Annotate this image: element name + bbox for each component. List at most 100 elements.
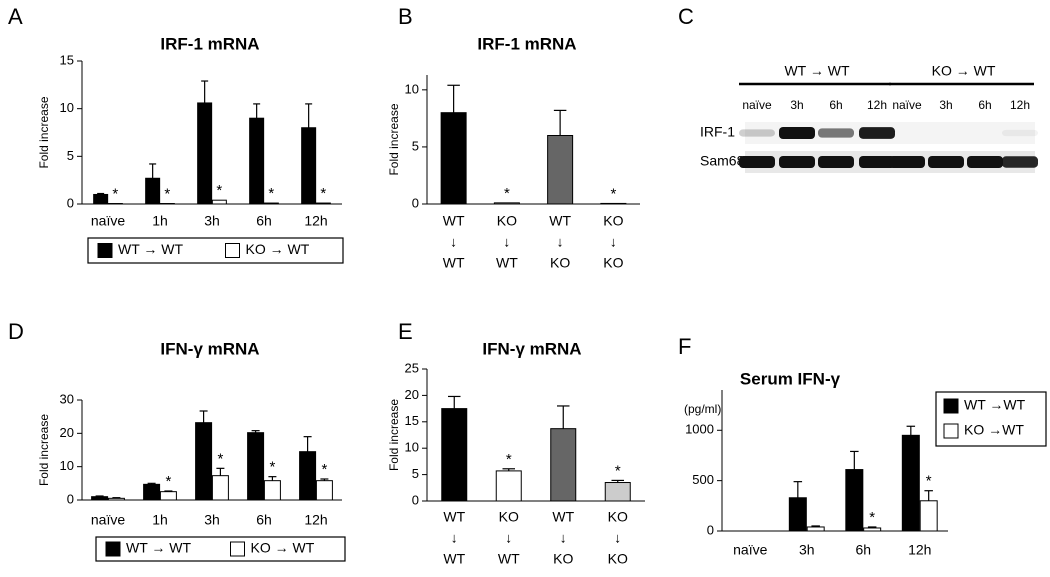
y-tick-label: 10 bbox=[405, 81, 419, 96]
bar bbox=[195, 422, 213, 501]
y-tick-label: 20 bbox=[405, 387, 419, 402]
x-tick-label: KO bbox=[499, 509, 519, 525]
bar bbox=[143, 483, 161, 501]
legend-label: WT →WT bbox=[964, 397, 1026, 413]
x-tick-label: WT bbox=[496, 255, 518, 271]
chart-title: IFN-γ mRNA bbox=[482, 339, 581, 358]
bar bbox=[211, 199, 227, 205]
lane-label: 12h bbox=[1010, 98, 1030, 112]
bar bbox=[901, 434, 920, 532]
x-tick-label: 6h bbox=[855, 542, 871, 558]
x-tick-label: ↓ bbox=[560, 530, 567, 546]
y-tick-label: 0 bbox=[67, 491, 74, 506]
bar bbox=[440, 112, 467, 205]
bar bbox=[495, 470, 522, 502]
group-label: WT → WT bbox=[784, 63, 850, 79]
legend-box bbox=[95, 536, 346, 562]
x-tick-label: 12h bbox=[304, 512, 327, 528]
bar bbox=[263, 480, 281, 501]
significance-mark: * bbox=[269, 459, 275, 476]
chart-title: IRF-1 mRNA bbox=[477, 34, 576, 53]
significance-mark: * bbox=[321, 461, 327, 478]
y-tick-label: 5 bbox=[412, 138, 419, 153]
y-tick-label: 15 bbox=[60, 52, 74, 67]
bar bbox=[299, 451, 317, 501]
bar bbox=[806, 526, 825, 532]
legend-swatch bbox=[230, 541, 245, 557]
x-tick-label: 1h bbox=[152, 512, 168, 528]
legend-box bbox=[87, 237, 344, 264]
bar bbox=[788, 497, 807, 532]
x-tick-label: 3h bbox=[204, 213, 220, 229]
significance-mark: * bbox=[869, 509, 875, 526]
panel-letter: D bbox=[8, 319, 24, 344]
y-tick-label: 5 bbox=[412, 466, 419, 481]
x-tick-label: ↓ bbox=[450, 234, 457, 250]
legend-swatch bbox=[943, 398, 959, 414]
group-label: KO → WT bbox=[932, 63, 996, 79]
row-label: IRF-1 bbox=[700, 124, 735, 140]
significance-mark: * bbox=[164, 185, 170, 202]
y-tick-label: 20 bbox=[60, 425, 74, 440]
chart-title: IFN-γ mRNA bbox=[160, 339, 259, 358]
bar bbox=[493, 202, 520, 205]
blot-band bbox=[889, 156, 925, 168]
x-tick-label: 12h bbox=[908, 542, 931, 558]
bar bbox=[547, 135, 574, 205]
legend-label: WT → WT bbox=[118, 241, 184, 257]
blot-band bbox=[779, 156, 815, 168]
y-tick-label: 1000 bbox=[685, 422, 714, 437]
panel-letter: F bbox=[678, 334, 691, 359]
significance-mark: * bbox=[506, 451, 512, 468]
y-tick-label: 10 bbox=[60, 458, 74, 473]
legend-swatch bbox=[225, 243, 240, 258]
x-tick-label: WT bbox=[498, 551, 520, 567]
bar bbox=[159, 491, 177, 501]
bar bbox=[93, 193, 109, 205]
legend-swatch bbox=[97, 243, 113, 258]
legend-label: WT → WT bbox=[126, 540, 192, 556]
x-tick-label: ↓ bbox=[451, 530, 458, 546]
blot-band bbox=[818, 156, 854, 168]
bar bbox=[197, 102, 213, 205]
bar bbox=[315, 480, 333, 501]
x-tick-label: WT bbox=[552, 509, 574, 525]
y-axis-label: Fold increase bbox=[387, 103, 401, 175]
bar bbox=[604, 482, 631, 502]
x-tick-label: ↓ bbox=[614, 530, 621, 546]
x-tick-label: WT bbox=[549, 213, 571, 229]
y-tick-label: 0 bbox=[707, 522, 714, 537]
significance-mark: * bbox=[320, 185, 326, 202]
lane-label: 3h bbox=[790, 98, 803, 112]
y-tick-label: 10 bbox=[60, 100, 74, 115]
y-tick-label: 500 bbox=[692, 472, 714, 487]
y-tick-label: 0 bbox=[412, 195, 419, 210]
y-axis-label: Fold increase bbox=[37, 414, 51, 486]
bar bbox=[211, 475, 229, 501]
panel-letter: A bbox=[8, 4, 23, 29]
bar bbox=[600, 202, 627, 205]
y-tick-label: 10 bbox=[405, 440, 419, 455]
y-axis-label: (pg/ml) bbox=[684, 402, 721, 416]
x-tick-label: 12h bbox=[304, 213, 327, 229]
legend-label: KO →WT bbox=[964, 422, 1024, 438]
blot-band bbox=[859, 156, 895, 168]
lane-label: 6h bbox=[829, 98, 842, 112]
bar bbox=[863, 527, 882, 532]
lane-label: naïve bbox=[892, 98, 922, 112]
bar bbox=[91, 496, 109, 501]
bar bbox=[845, 469, 864, 532]
x-tick-label: WT bbox=[443, 213, 465, 229]
significance-mark: * bbox=[615, 462, 621, 479]
significance-mark: * bbox=[217, 450, 223, 467]
x-tick-label: ↓ bbox=[557, 234, 564, 250]
legend-swatch bbox=[105, 541, 121, 557]
legend-label: KO → WT bbox=[246, 241, 310, 257]
bar bbox=[550, 428, 577, 502]
chart-title: IRF-1 mRNA bbox=[160, 34, 259, 53]
x-tick-label: KO bbox=[608, 551, 628, 567]
x-tick-label: naïve bbox=[91, 213, 125, 229]
x-tick-label: WT bbox=[443, 551, 465, 567]
legend-label: KO → WT bbox=[251, 540, 315, 556]
